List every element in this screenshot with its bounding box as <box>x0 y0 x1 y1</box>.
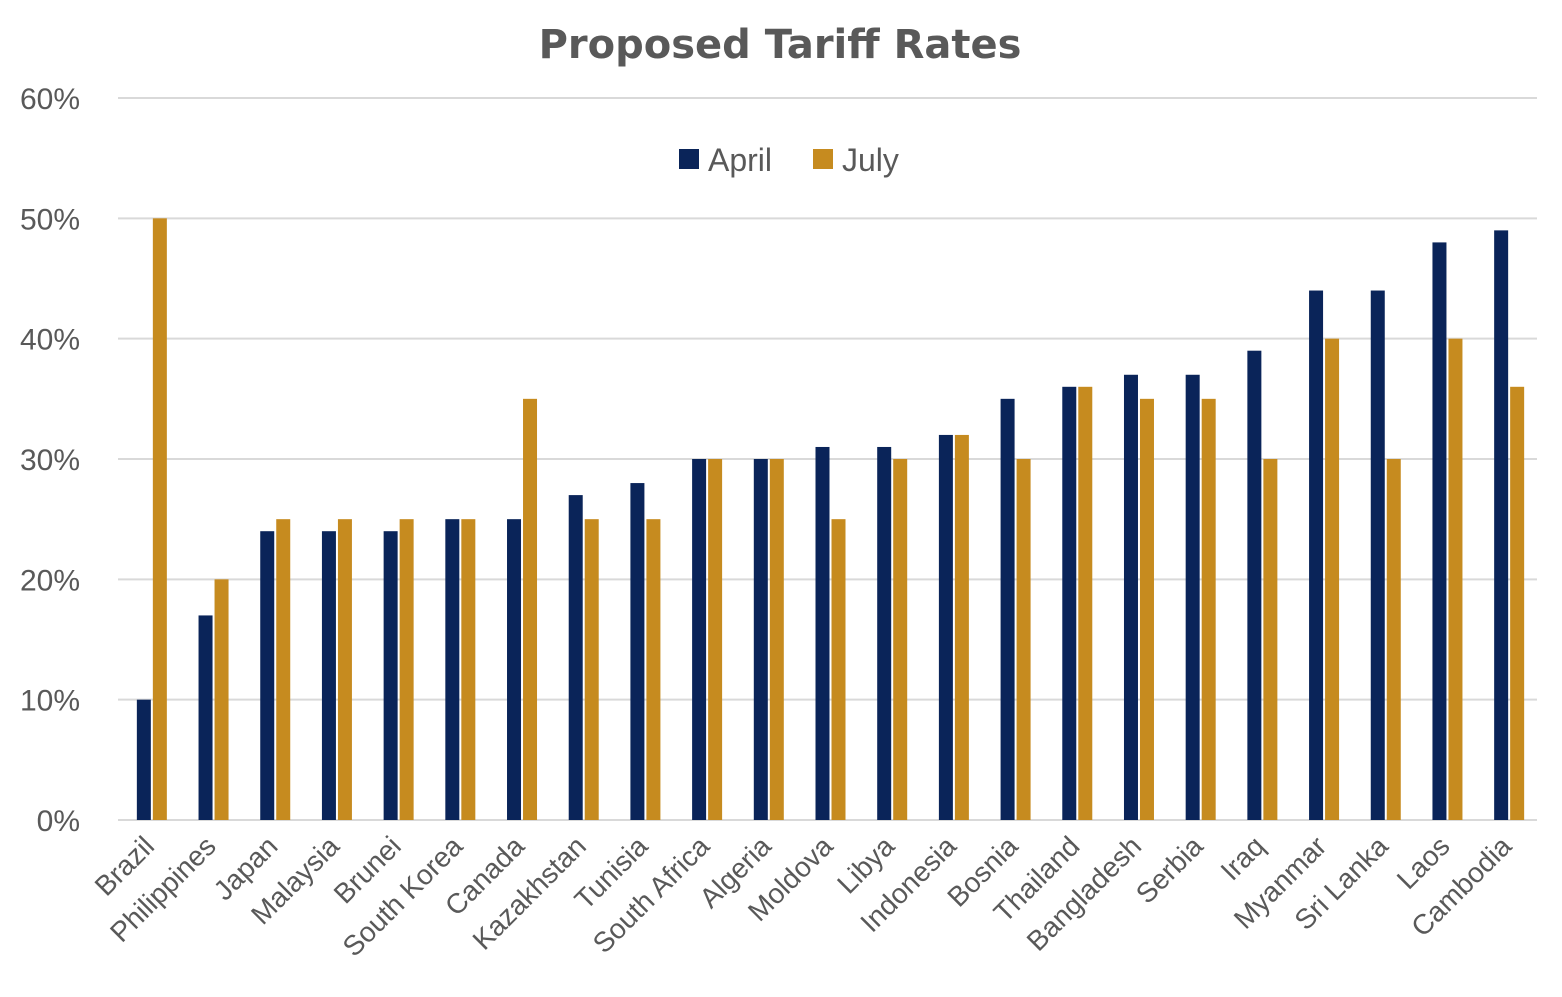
x-axis-ticks: BrazilPhilippinesJapanMalaysiaBruneiSout… <box>89 830 1518 962</box>
bar-july-sri-lanka <box>1386 459 1401 820</box>
bar-april-sri-lanka <box>1370 290 1385 820</box>
bar-july-tunisia <box>646 519 661 820</box>
legend-swatch-april <box>679 149 699 169</box>
bar-april-brunei <box>383 531 398 820</box>
legend-swatch-july <box>813 149 833 169</box>
chart-title: Proposed Tariff Rates <box>539 22 1022 68</box>
bar-april-malaysia <box>321 531 336 820</box>
bar-april-south-korea <box>445 519 460 820</box>
bar-april-canada <box>507 519 522 820</box>
bar-july-algeria <box>769 459 784 820</box>
bar-april-serbia <box>1185 374 1200 820</box>
x-tick-label: Serbia <box>1130 830 1209 909</box>
bar-july-laos <box>1448 338 1463 820</box>
bar-april-iraq <box>1247 350 1262 820</box>
legend-label-july: July <box>842 142 899 178</box>
y-axis-ticks: 0% 10% 20% 30% 40% 50% 60% <box>20 83 80 838</box>
bar-july-philippines <box>214 579 229 820</box>
bar-april-bosnia <box>1000 398 1015 820</box>
bar-july-libya <box>893 459 908 820</box>
bar-april-laos <box>1432 242 1447 820</box>
bar-july-indonesia <box>954 434 969 820</box>
bar-april-indonesia <box>938 434 953 820</box>
bar-april-myanmar <box>1309 290 1324 820</box>
bar-july-south-africa <box>708 459 723 820</box>
legend-label-april: April <box>708 142 772 178</box>
bar-april-cambodia <box>1494 230 1509 820</box>
bar-july-kazakhstan <box>584 519 599 820</box>
y-tick-label: 40% <box>20 324 80 357</box>
bar-april-south-africa <box>692 459 707 820</box>
bar-july-brunei <box>399 519 414 820</box>
bar-july-canada <box>523 398 538 820</box>
bar-july-serbia <box>1201 398 1216 820</box>
bar-april-tunisia <box>630 483 645 820</box>
bar-july-brazil <box>152 218 167 821</box>
bar-april-kazakhstan <box>568 495 583 820</box>
bar-july-myanmar <box>1325 338 1340 820</box>
y-tick-label: 30% <box>20 444 80 477</box>
bar-july-bangladesh <box>1139 398 1154 820</box>
y-tick-label: 50% <box>20 203 80 236</box>
bar-april-libya <box>877 446 892 820</box>
bar-july-bosnia <box>1016 459 1031 820</box>
bar-july-thailand <box>1078 386 1093 820</box>
bar-april-moldova <box>815 446 830 820</box>
bars <box>136 218 1525 821</box>
bar-april-japan <box>260 531 275 820</box>
bar-july-malaysia <box>337 519 352 820</box>
y-tick-label: 20% <box>20 564 80 597</box>
y-tick-label: 10% <box>20 685 80 718</box>
bar-july-south-korea <box>461 519 476 820</box>
y-tick-label: 60% <box>20 83 80 116</box>
bar-july-iraq <box>1263 459 1278 820</box>
legend: April July <box>679 142 899 178</box>
bar-april-thailand <box>1062 386 1077 820</box>
bar-april-bangladesh <box>1123 374 1138 820</box>
y-tick-label: 0% <box>37 805 80 838</box>
bar-july-cambodia <box>1510 386 1525 820</box>
bar-july-moldova <box>831 519 846 820</box>
bar-july-japan <box>276 519 291 820</box>
bar-april-philippines <box>198 615 213 820</box>
bar-april-brazil <box>136 699 151 820</box>
bar-april-algeria <box>753 459 768 820</box>
